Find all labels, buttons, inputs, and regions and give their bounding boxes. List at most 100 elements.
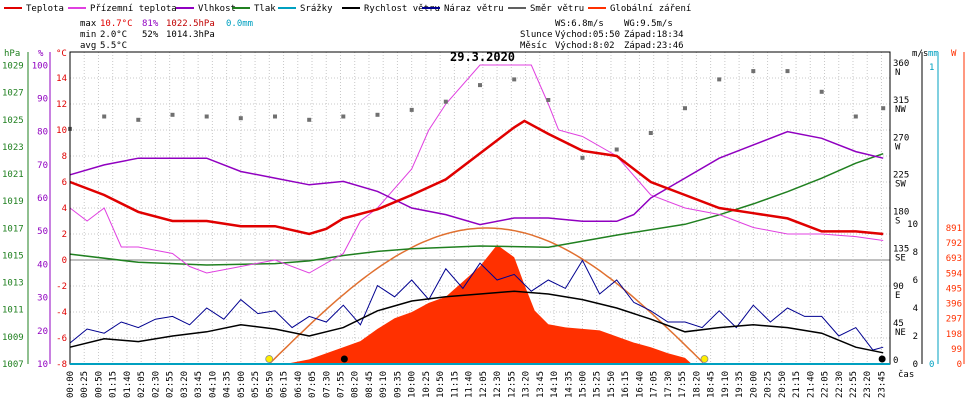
- dir-name-tick-5: SE: [895, 254, 906, 264]
- dir-name-tick-0: N: [895, 68, 900, 78]
- x-tick-35: 14:35: [564, 371, 574, 398]
- x-tick-37: 15:25: [593, 371, 603, 398]
- press-tick-6: 1019: [2, 197, 24, 207]
- x-tick-31: 12:55: [507, 371, 517, 398]
- press-tick-7: 1021: [2, 170, 24, 180]
- temp-tick-7: 6: [62, 178, 67, 188]
- wind-dir-point-20: [751, 69, 756, 74]
- series-humidity: [69, 130, 884, 226]
- rain-tick-0: 0: [929, 360, 934, 370]
- x-tick-16: 06:40: [294, 371, 304, 398]
- stats-min-label: min: [80, 30, 96, 40]
- moonrise-marker: [340, 355, 348, 363]
- temp-tick-4: 0: [62, 256, 67, 266]
- wind-dir-point-14: [546, 98, 551, 102]
- x-tick-22: 09:10: [379, 371, 389, 398]
- x-tick-47: 19:35: [735, 371, 745, 398]
- hum-tick-9: 100: [32, 61, 48, 71]
- x-tick-24: 10:00: [408, 371, 418, 398]
- wind-dir-point-11: [443, 99, 448, 104]
- x-tick-28: 11:40: [465, 371, 475, 398]
- x-tick-4: 01:40: [123, 371, 133, 398]
- unit-rain: mm: [928, 49, 939, 59]
- x-tick-5: 02:05: [137, 371, 147, 398]
- dir-deg-tick-0: 360: [893, 59, 909, 69]
- temp-tick-8: 8: [62, 152, 67, 162]
- sun-path: [268, 227, 704, 365]
- x-tick-21: 08:45: [365, 371, 375, 398]
- wind-dir-point-15: [580, 155, 585, 160]
- rad-tick-7: 693: [946, 254, 962, 264]
- dir-deg-tick-2: 270: [893, 133, 909, 143]
- x-tick-7: 02:55: [166, 371, 176, 398]
- wind-dir-point-24: [881, 106, 886, 111]
- rad-tick-1: 99: [951, 345, 962, 355]
- info-moon-label: Měsíc: [520, 41, 547, 51]
- series-rad-area: [285, 244, 692, 364]
- rad-tick-3: 297: [946, 315, 962, 325]
- legend-temp: Teplota: [26, 4, 64, 14]
- press-tick-2: 1011: [2, 306, 24, 316]
- wind-dir-point-9: [375, 112, 380, 117]
- dir-deg-tick-1: 315: [893, 96, 909, 106]
- x-tick-6: 02:30: [151, 371, 161, 398]
- legend: Teplota Přízemní teplota Vlhkost Tlak Sr…: [4, 4, 691, 14]
- dir-name-tick-3: SW: [895, 179, 906, 189]
- rad-tick-8: 792: [946, 239, 962, 249]
- stats-min-press: 1014.3hPa: [166, 30, 215, 40]
- legend-ground: Přízemní teplota: [90, 4, 177, 14]
- hum-tick-2: 30: [37, 294, 48, 304]
- x-tick-2: 00:50: [94, 371, 104, 398]
- chart-title: 29.3.2020: [450, 50, 515, 64]
- hum-tick-0: 10: [37, 360, 48, 370]
- moonset-marker: [878, 355, 886, 363]
- dir-name-tick-1: NW: [895, 105, 906, 115]
- wind-dir-point-1: [102, 114, 107, 119]
- stats-max-hum: 81%: [142, 19, 159, 29]
- x-tick-44: 18:20: [692, 371, 702, 398]
- x-tick-38: 15:50: [607, 371, 617, 398]
- hum-tick-1: 20: [37, 327, 48, 337]
- wind-dir-point-8: [341, 114, 346, 119]
- wind-dir-point-13: [512, 77, 517, 82]
- press-tick-1: 1009: [2, 333, 24, 343]
- wind-tick-3: 6: [913, 276, 918, 286]
- stats-min-hum: 52%: [142, 30, 159, 40]
- wind-tick-1: 2: [913, 332, 918, 342]
- wind-dir-point-2: [136, 117, 141, 122]
- unit-temp: °C: [56, 49, 67, 59]
- wind-dir-point-21: [785, 69, 790, 74]
- x-tick-42: 17:30: [664, 371, 674, 398]
- stats-avg-label: avg: [80, 41, 96, 51]
- x-tick-52: 21:40: [806, 371, 816, 398]
- wind-dir-point-16: [614, 147, 619, 152]
- stats: max 10.7°C 81% 1022.5hPa 0.0mm min 2.0°C…: [80, 19, 253, 51]
- rad-tick-2: 198: [946, 330, 962, 340]
- dir-deg-tick-5: 135: [893, 245, 909, 255]
- legend-dir: Směr větru: [530, 4, 584, 14]
- x-tick-25: 10:25: [422, 371, 432, 398]
- x-tick-56: 23:20: [863, 371, 873, 398]
- temp-tick-3: -2: [56, 282, 67, 292]
- x-tick-0: 00:00: [66, 371, 76, 398]
- legend-rain: Srážky: [300, 4, 333, 14]
- dir-name-tick-2: W: [895, 142, 901, 152]
- rad-tick-9: 891: [946, 224, 962, 234]
- x-tick-51: 21:15: [792, 371, 802, 398]
- rad-tick-0: 0: [957, 360, 962, 370]
- x-tick-30: 12:30: [493, 371, 503, 398]
- dir-deg-tick-6: 90: [893, 282, 904, 292]
- temp-tick-11: 14: [56, 74, 67, 84]
- dir-deg-tick-8: 0: [893, 356, 898, 366]
- wind-dir-point-5: [238, 116, 243, 121]
- hum-tick-7: 80: [37, 128, 48, 138]
- x-tick-54: 22:30: [835, 371, 845, 398]
- series-layer: [68, 64, 886, 363]
- hum-tick-6: 70: [37, 161, 48, 171]
- x-tick-34: 14:10: [550, 371, 560, 398]
- rad-tick-6: 594: [946, 269, 962, 279]
- info: WS:6.8m/s WG:9.5m/s Slunce Východ:05:50 …: [520, 19, 684, 51]
- x-tick-40: 16:40: [635, 371, 645, 398]
- grid: [69, 52, 890, 365]
